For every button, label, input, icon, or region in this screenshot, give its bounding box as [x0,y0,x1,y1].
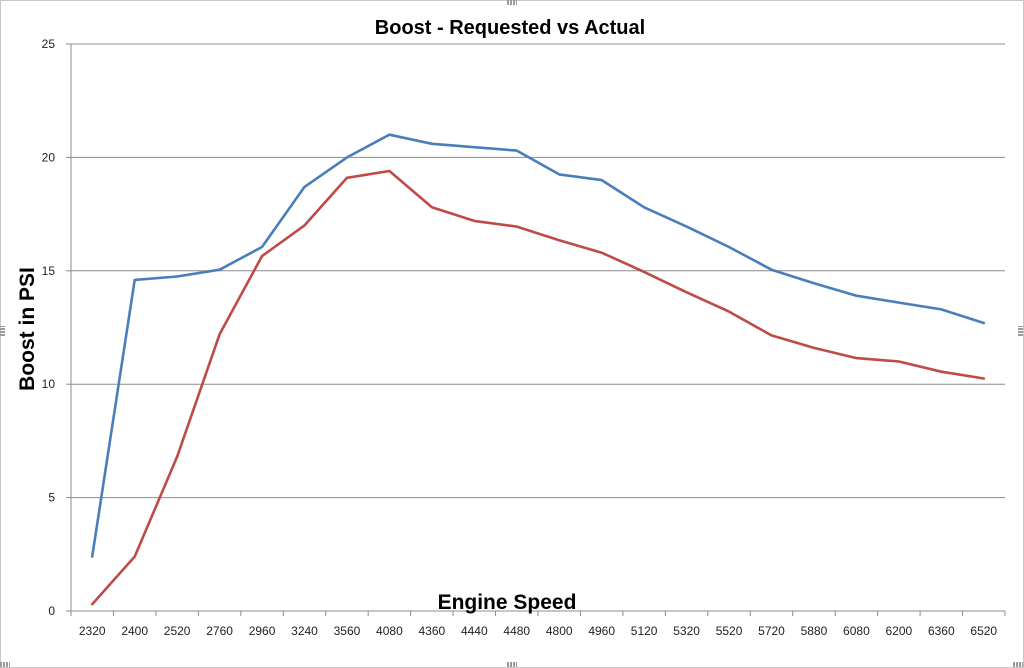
x-tick-label: 6200 [886,624,913,638]
series-line-requested[interactable] [90,133,986,558]
gridlines [71,43,1005,499]
axes [66,43,1006,616]
resize-handle-bottom-right[interactable] [1013,662,1023,667]
resize-handle-bottom-left[interactable] [0,662,10,667]
series-lines [90,133,986,606]
y-tick-labels: 0 5 10 15 20 25 [42,37,56,618]
resize-handle-left[interactable] [0,326,5,336]
y-tick-label: 0 [48,604,55,618]
series-line-actual[interactable] [90,169,986,606]
resize-handle-top[interactable] [507,0,517,5]
x-tick-label: 3240 [291,624,318,638]
x-tick-label: 4800 [546,624,573,638]
x-tick-labels: 2320 2400 2520 2760 2960 3240 3560 4080 4360 4440… [79,624,998,638]
x-tick-label: 4960 [588,624,615,638]
x-tick-label: 6520 [970,624,997,638]
resize-handle-right[interactable] [1018,326,1023,336]
x-tick-label: 5520 [716,624,743,638]
x-tick-label: 4080 [376,624,403,638]
y-tick-label: 15 [42,264,56,278]
x-tick-label: 6360 [928,624,955,638]
x-tick-label: 4480 [503,624,530,638]
x-tick-label: 2960 [249,624,276,638]
x-tick-label: 5880 [801,624,828,638]
resize-handle-bottom[interactable] [507,662,517,667]
x-tick-label: 2320 [79,624,106,638]
x-tick-label: 5320 [673,624,700,638]
y-tick-label: 20 [42,150,56,164]
y-tick-label: 10 [42,377,56,391]
chart-title: Boost - Requested vs Actual [375,17,645,39]
x-axis-label: Engine Speed [438,591,577,614]
x-tick-label: 6080 [843,624,870,638]
x-tick-label: 2520 [164,624,191,638]
x-tick-label: 5720 [758,624,785,638]
x-tick-label: 3560 [334,624,361,638]
y-axis-label: Boost in PSI [16,267,39,391]
x-tick-label: 2760 [206,624,233,638]
x-tick-label: 5120 [631,624,658,638]
x-tick-label: 4360 [419,624,446,638]
x-tick-label: 4440 [461,624,488,638]
y-tick-label: 5 [48,491,55,505]
x-tick-label: 2400 [121,624,148,638]
y-tick-label: 25 [42,37,56,51]
